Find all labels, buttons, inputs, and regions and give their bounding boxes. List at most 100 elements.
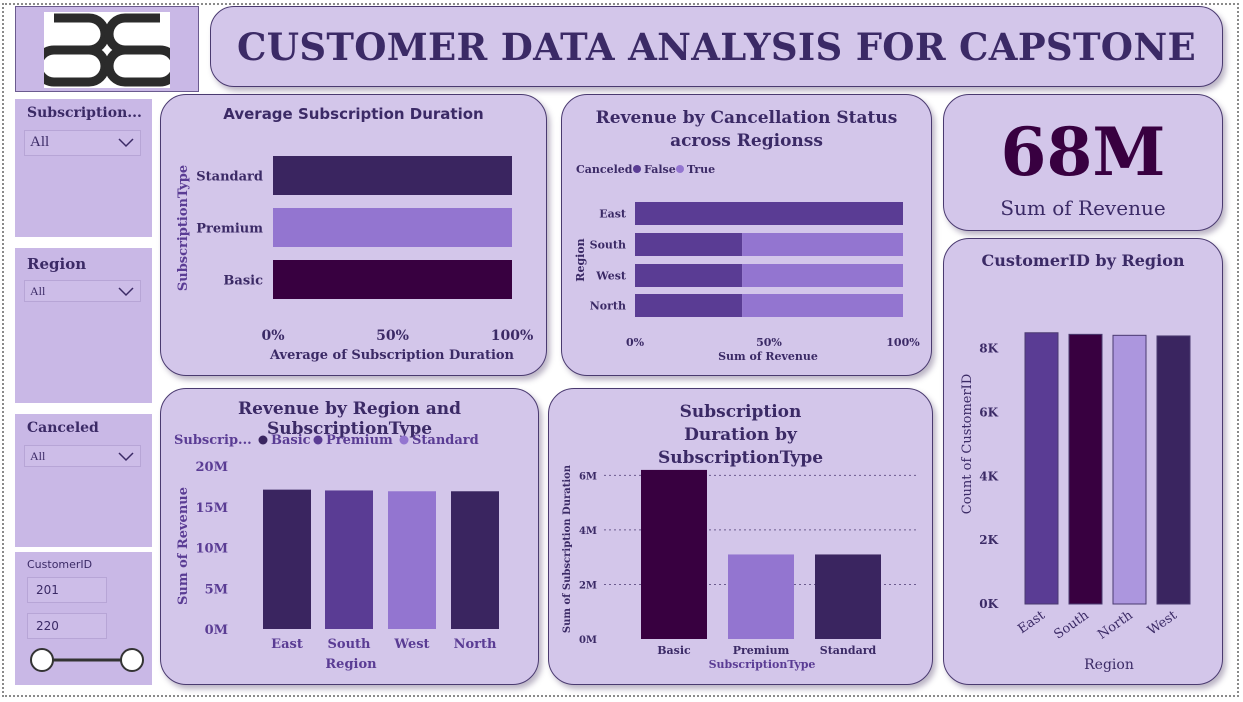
bar: [388, 491, 436, 629]
x-axis-label: SubscriptionType: [709, 658, 816, 671]
legend-marker: [258, 435, 268, 445]
legend-label: Standard: [412, 433, 479, 448]
legend-title: Canceled: [576, 163, 633, 176]
customerid-plot: 0K 2K 4K 6K 8K East South North West Region Count …: [960, 332, 1191, 673]
chevron-down-icon: [118, 287, 134, 297]
customerid-range-slider[interactable]: [29, 647, 145, 673]
canceled-slicer: Canceled All: [15, 414, 152, 547]
canceled-dropdown[interactable]: All: [24, 445, 141, 467]
y-tick-label: 6K: [979, 406, 998, 420]
bar-segment: [742, 294, 903, 317]
y-tick-label: 4K: [979, 469, 998, 483]
region-dropdown-value: All: [30, 284, 46, 298]
subscription-dropdown[interactable]: All: [24, 130, 141, 156]
x-tick-label: South: [328, 637, 372, 652]
x-tick-label: 50%: [376, 328, 409, 344]
revenue-cancellation-chart: Revenue by Cancellation Status across Re…: [561, 94, 932, 376]
bar-segment: [635, 233, 743, 256]
kpi-label: Sum of Revenue: [1000, 196, 1166, 220]
bar: [451, 491, 499, 629]
bar: [263, 489, 311, 629]
revenue-region-plot: Subscrip... Basic Premium Standard 0M 5M 10M 15…: [174, 433, 499, 672]
legend-label: Premium: [326, 433, 393, 448]
bar: [1024, 332, 1059, 605]
revenue-cancellation-plot: Canceled False True East South West North 0% 50%…: [574, 163, 920, 363]
region-dropdown[interactable]: All: [24, 280, 141, 302]
bar: [273, 208, 512, 247]
x-tick-label: West: [1145, 608, 1180, 639]
chart-title: CustomerID by Region: [981, 251, 1185, 270]
y-tick-label: 15M: [196, 501, 228, 516]
bar: [1156, 335, 1191, 605]
customerid-max-input[interactable]: 220: [27, 613, 107, 639]
y-axis-label: SubscriptionType: [176, 165, 191, 291]
customerid-max-value: 220: [36, 619, 59, 633]
subscription-slicer: Subscription... All: [15, 99, 152, 237]
y-axis-label: Sum of Subscription Duration: [562, 464, 573, 633]
category-label: Premium: [196, 222, 263, 237]
x-tick-label: Basic: [657, 644, 691, 657]
legend-label-true: True: [687, 163, 715, 176]
y-axis-label: Count of CustomerID: [960, 374, 975, 514]
bar-segment: [635, 264, 743, 287]
y-tick-label: 10M: [196, 542, 228, 557]
slider-min-handle[interactable]: [30, 648, 54, 672]
bar: [273, 156, 512, 195]
x-axis-label: Region: [1084, 657, 1134, 673]
y-tick-label: 8K: [979, 342, 998, 356]
x-tick-label: Standard: [820, 644, 877, 657]
legend-marker-false: [633, 165, 641, 173]
bar-segment: [635, 294, 743, 317]
customerid-slicer: CustomerID 201 220: [15, 552, 152, 685]
customerid-slicer-title: CustomerID: [27, 558, 93, 571]
y-tick-label: 2K: [979, 533, 998, 547]
x-axis-label: Sum of Revenue: [718, 350, 818, 363]
category-label: Standard: [196, 170, 263, 185]
category-label: Basic: [223, 274, 263, 289]
x-axis-label: Region: [325, 657, 377, 672]
revenue-region-subscription-chart: Revenue by Region and SubscriptionType S…: [160, 388, 539, 685]
y-tick-label: 0M: [205, 623, 228, 638]
x-tick-label: 0%: [261, 328, 284, 344]
x-tick-label: 0%: [626, 336, 645, 349]
legend-label-false: False: [644, 163, 676, 176]
y-axis-label: Sum of Revenue: [176, 487, 191, 605]
y-tick-label: 0M: [579, 635, 597, 646]
category-label: East: [599, 208, 627, 221]
y-tick-label: 2M: [579, 580, 597, 591]
region-slicer: Region All: [15, 248, 152, 403]
x-tick-label: 50%: [756, 336, 782, 349]
chart-title: Revenue by Cancellation Status across Re…: [595, 108, 898, 151]
category-label: North: [590, 300, 626, 313]
canceled-dropdown-value: All: [30, 449, 46, 463]
category-label: South: [590, 239, 626, 252]
x-tick-label: 100%: [886, 336, 920, 349]
x-tick-label: East: [271, 637, 303, 652]
bar: [815, 554, 881, 639]
legend-title: Subscrip...: [174, 433, 252, 448]
kpi-value: 68M: [1000, 113, 1166, 191]
logo-tile: [15, 6, 199, 92]
x-tick-label: South: [1051, 608, 1092, 643]
bar-segment: [635, 202, 903, 225]
y-axis-label: Region: [574, 238, 587, 281]
canceled-slicer-title: Canceled: [27, 420, 99, 436]
chart-title: Subscription Duration by SubscriptionTyp…: [657, 402, 824, 468]
bar: [728, 554, 794, 639]
y-tick-label: 4M: [579, 526, 597, 537]
bb-logo-icon: [33, 12, 181, 88]
subscription-slicer-title: Subscription...: [27, 105, 142, 121]
bar: [273, 260, 512, 299]
subscription-duration-type-chart: Subscription Duration by SubscriptionTyp…: [548, 388, 933, 685]
region-slicer-title: Region: [27, 255, 87, 273]
legend-marker: [313, 435, 323, 445]
y-tick-label: 5M: [205, 582, 228, 597]
bar: [641, 469, 707, 639]
chart-title: Average Subscription Duration: [223, 105, 484, 123]
slider-max-handle[interactable]: [120, 648, 144, 672]
customerid-min-input[interactable]: 201: [27, 577, 107, 603]
y-tick-label: 6M: [579, 471, 597, 482]
subscription-dropdown-value: All: [30, 134, 50, 150]
chevron-down-icon: [118, 138, 134, 148]
legend-label: Basic: [271, 433, 311, 448]
